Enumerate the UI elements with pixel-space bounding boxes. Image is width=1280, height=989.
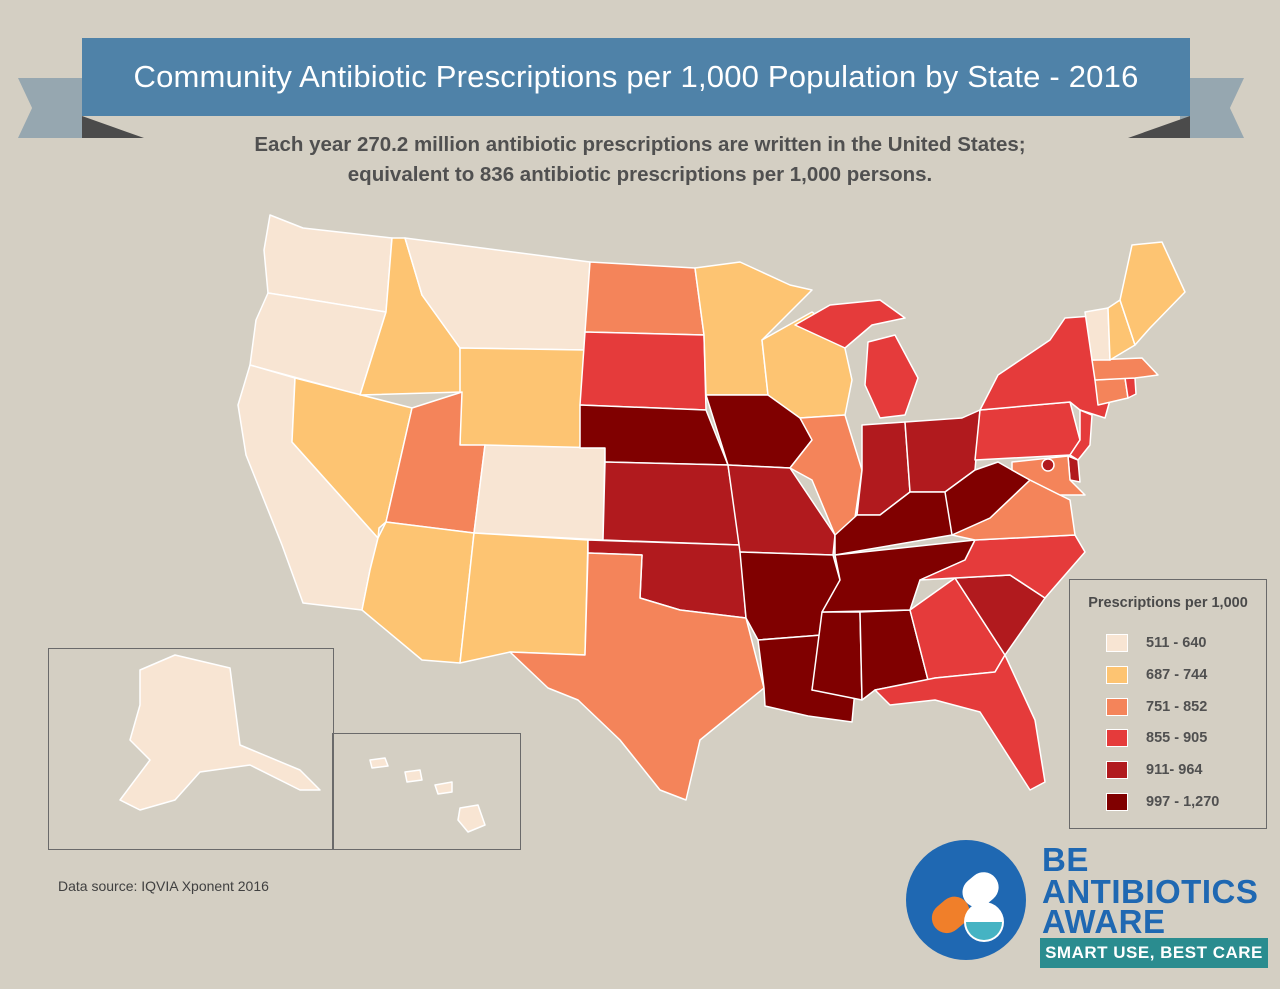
- state-alaska[interactable]: [119, 654, 321, 811]
- logo-text-antibiotics: ANTIBIOTICS: [1042, 873, 1259, 910]
- state-west-virginia[interactable]: [944, 461, 1031, 536]
- legend-item-bin-1: 511 - 640: [1106, 633, 1206, 653]
- map-subtitle: Each year 270.2 million antibiotic presc…: [140, 130, 1140, 190]
- state-north-carolina[interactable]: [919, 534, 1086, 599]
- state-maine[interactable]: [1119, 241, 1186, 346]
- state-new-mexico[interactable]: [459, 532, 589, 664]
- state-texas[interactable]: [509, 552, 765, 801]
- legend-swatch-bin-2: [1106, 666, 1128, 684]
- legend-label-bin-4: 855 - 905: [1146, 730, 1208, 746]
- state-connecticut[interactable]: [1094, 377, 1129, 406]
- legend-swatch-bin-6: [1106, 793, 1128, 811]
- state-hawaii[interactable]: [369, 757, 486, 833]
- subtitle-line-2: equivalent to 836 antibiotic prescriptio…: [347, 163, 933, 186]
- state-district-of-columbia[interactable]: [1041, 458, 1055, 472]
- map-legend: Prescriptions per 1,000 511 - 640 687 - …: [1069, 579, 1267, 829]
- legend-item-bin-4: 855 - 905: [1106, 728, 1207, 748]
- logo-text-aware: AWARE: [1042, 903, 1166, 940]
- legend-label-bin-5: 911- 964: [1146, 762, 1203, 778]
- legend-swatch-bin-4: [1106, 729, 1128, 747]
- legend-label-bin-3: 751 - 852: [1146, 699, 1208, 715]
- pill-capsule-icon: [931, 872, 1004, 942]
- legend-item-bin-2: 687 - 744: [1106, 665, 1207, 685]
- alaska-inset-frame: [48, 648, 334, 850]
- state-colorado[interactable]: [473, 444, 606, 541]
- logo-tagline: SMART USE, BEST CARE: [1040, 938, 1268, 968]
- capsule-white-half: [962, 872, 999, 908]
- state-new-york[interactable]: [979, 315, 1111, 419]
- map-title: Community Antibiotic Prescriptions per 1…: [82, 38, 1190, 116]
- state-north-dakota[interactable]: [584, 261, 705, 336]
- legend-label-bin-2: 687 - 744: [1146, 667, 1208, 683]
- logo-badge: [906, 840, 1026, 960]
- state-michigan[interactable]: [794, 299, 919, 419]
- legend-label-bin-6: 997 - 1,270: [1146, 794, 1220, 810]
- capsule-orange-half: [931, 896, 970, 934]
- state-arizona[interactable]: [361, 521, 475, 664]
- legend-title: Prescriptions per 1,000: [1088, 595, 1248, 611]
- legend-label-bin-1: 511 - 640: [1146, 635, 1207, 651]
- state-wyoming[interactable]: [459, 347, 586, 449]
- legend-swatch-bin-1: [1106, 634, 1128, 652]
- legend-item-bin-6: 997 - 1,270: [1106, 792, 1219, 812]
- hawaii-inset-frame: [332, 733, 521, 850]
- legend-swatch-bin-3: [1106, 698, 1128, 716]
- legend-item-bin-3: 751 - 852: [1106, 697, 1207, 717]
- tablet-teal-half: [966, 922, 1002, 940]
- subtitle-line-1: Each year 270.2 million antibiotic presc…: [254, 133, 1026, 156]
- state-massachusetts[interactable]: [1091, 357, 1159, 381]
- legend-item-bin-5: 911- 964: [1106, 760, 1202, 780]
- state-pennsylvania[interactable]: [974, 401, 1081, 461]
- state-maryland[interactable]: [1011, 455, 1086, 496]
- logo-text-be: BE: [1042, 841, 1089, 878]
- legend-swatch-bin-5: [1106, 761, 1128, 779]
- state-south-dakota[interactable]: [579, 331, 707, 411]
- data-source-note: Data source: IQVIA Xponent 2016: [58, 878, 269, 894]
- state-missouri[interactable]: [727, 464, 836, 556]
- state-kansas[interactable]: [602, 461, 741, 546]
- state-florida[interactable]: [874, 654, 1046, 791]
